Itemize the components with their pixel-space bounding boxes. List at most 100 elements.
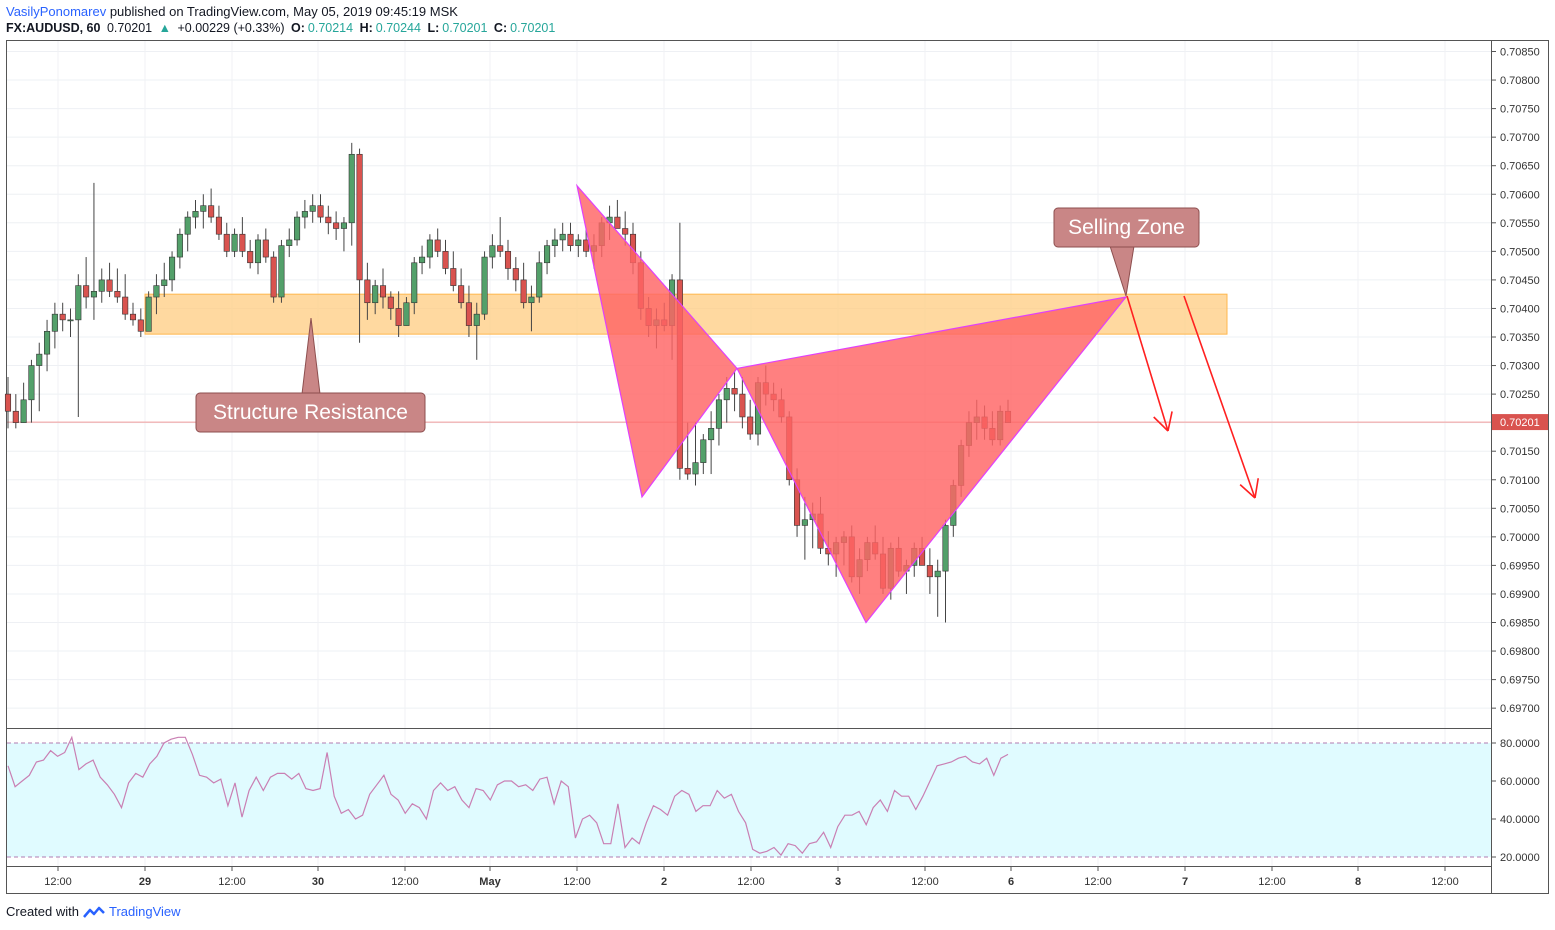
open-value: 0.70214 xyxy=(307,21,354,35)
rsi-tick-label: 20.0000 xyxy=(1500,852,1540,864)
down-arrow-1-head xyxy=(1167,411,1173,432)
candle-body xyxy=(372,285,379,304)
candle-body xyxy=(622,228,629,235)
down-arrow-2-head xyxy=(1239,484,1256,499)
candle-body xyxy=(247,251,254,264)
candle-body xyxy=(512,268,519,281)
candle-body xyxy=(528,296,535,304)
tradingview-logo-icon xyxy=(83,906,105,918)
rsi-tick-label: 40.0000 xyxy=(1500,814,1540,826)
annotations: Selling Zone Structure Resistance xyxy=(195,207,1260,499)
candle-body xyxy=(200,205,207,212)
time-tick-label: 12:00 xyxy=(391,876,419,888)
high-label: H: xyxy=(359,21,373,35)
selling-zone-label: Selling Zone xyxy=(1068,216,1185,239)
candle-body xyxy=(278,245,285,298)
candle-body xyxy=(692,462,699,475)
up-arrow-icon: ▲ xyxy=(158,21,171,35)
down-arrow-1 xyxy=(1126,295,1169,432)
candle-body xyxy=(98,279,105,292)
candle-body xyxy=(458,285,465,304)
price-tick-label: 0.70800 xyxy=(1500,75,1540,87)
price-tick-label: 0.70350 xyxy=(1500,332,1540,344)
symbol-label[interactable]: FX:AUDUSD, 60 xyxy=(6,21,101,35)
candle-body xyxy=(333,222,340,229)
time-tick-label: 30 xyxy=(312,876,324,888)
price-tick-label: 0.70650 xyxy=(1500,161,1540,173)
candle-body xyxy=(434,239,441,252)
price-tick-label: 0.70750 xyxy=(1500,104,1540,116)
candle-body xyxy=(122,296,129,315)
candle-body xyxy=(44,330,51,355)
candle-body xyxy=(536,262,543,298)
candle-body xyxy=(137,319,144,332)
price-tick-label: 0.70500 xyxy=(1500,246,1540,258)
author-link[interactable]: VasilyPonomarev xyxy=(6,4,107,19)
candle-body xyxy=(426,239,433,258)
time-tick-label: 12:00 xyxy=(737,876,765,888)
candle-body xyxy=(442,251,449,269)
price-tick-label: 0.70100 xyxy=(1500,475,1540,487)
candle-body xyxy=(176,233,183,258)
last-price-label: 0.70201 xyxy=(1500,417,1540,429)
candle-body xyxy=(559,233,566,241)
candle-body xyxy=(481,256,488,315)
candle-body xyxy=(942,525,949,572)
candle-body xyxy=(20,399,27,423)
pattern-triangle-xab xyxy=(575,183,738,499)
candle-body xyxy=(192,211,199,218)
price-tick-label: 0.70300 xyxy=(1500,361,1540,373)
candle-body xyxy=(294,216,301,241)
last-price-badge xyxy=(1492,414,1548,431)
open-label: O: xyxy=(291,21,305,35)
published-text: published on TradingView.com, May 05, 20… xyxy=(109,4,458,19)
candle-body xyxy=(317,205,324,218)
candle-body xyxy=(403,302,410,326)
candle-body xyxy=(239,233,246,252)
close-label: C: xyxy=(493,21,508,35)
candle-body xyxy=(145,296,152,332)
time-tick-label: 12:00 xyxy=(1431,876,1459,888)
rsi-pane xyxy=(7,735,1491,858)
candle-body xyxy=(28,365,35,401)
publish-line: VasilyPonomarev published on TradingView… xyxy=(6,4,458,19)
candle-body xyxy=(254,239,262,264)
candle-body xyxy=(497,245,504,252)
candle-body xyxy=(215,216,222,235)
candle-body xyxy=(708,428,715,441)
candle-body xyxy=(387,296,394,309)
candle-body xyxy=(614,216,621,229)
time-axis[interactable]: 12:00 29 12:00 30 12:00 May 12:00 2 12:00 3 12:00 6… xyxy=(44,866,1459,888)
selling-zone-callout xyxy=(1053,207,1200,248)
tradingview-link[interactable]: TradingView xyxy=(108,904,181,919)
time-tick-label: 12:00 xyxy=(1084,876,1112,888)
candle-body xyxy=(75,285,82,321)
price-tick-label: 0.70450 xyxy=(1500,275,1540,287)
price-tick-label: 0.69750 xyxy=(1500,675,1540,687)
candle-body xyxy=(67,319,74,322)
candle-body xyxy=(450,268,457,286)
candle-body xyxy=(723,388,730,401)
candle-body xyxy=(739,393,746,418)
time-tick-label: 29 xyxy=(139,876,151,888)
candle-body xyxy=(309,205,316,212)
candle-body xyxy=(684,468,691,475)
candle-body xyxy=(161,279,168,286)
candle-body xyxy=(504,251,512,269)
high-value: 0.70244 xyxy=(375,21,421,35)
candle-body xyxy=(270,256,277,298)
price-axis[interactable]: 0.70850 0.70800 0.70750 0.70700 0.70650 0.706… xyxy=(1491,47,1548,865)
price-tick-label: 0.70000 xyxy=(1500,532,1540,544)
candle-body xyxy=(364,279,371,304)
price-tick-label: 0.69700 xyxy=(1500,703,1540,715)
candle-body xyxy=(583,239,590,252)
grid-lines xyxy=(7,41,1491,866)
candle-body xyxy=(262,239,269,258)
price-tick-label: 0.70400 xyxy=(1500,303,1540,315)
candle-body xyxy=(465,302,472,326)
rsi-line xyxy=(7,735,1009,857)
created-with-text: Created with xyxy=(6,904,79,919)
price-axis-frame xyxy=(1491,40,1549,894)
price-tick-label: 0.70850 xyxy=(1500,47,1540,59)
